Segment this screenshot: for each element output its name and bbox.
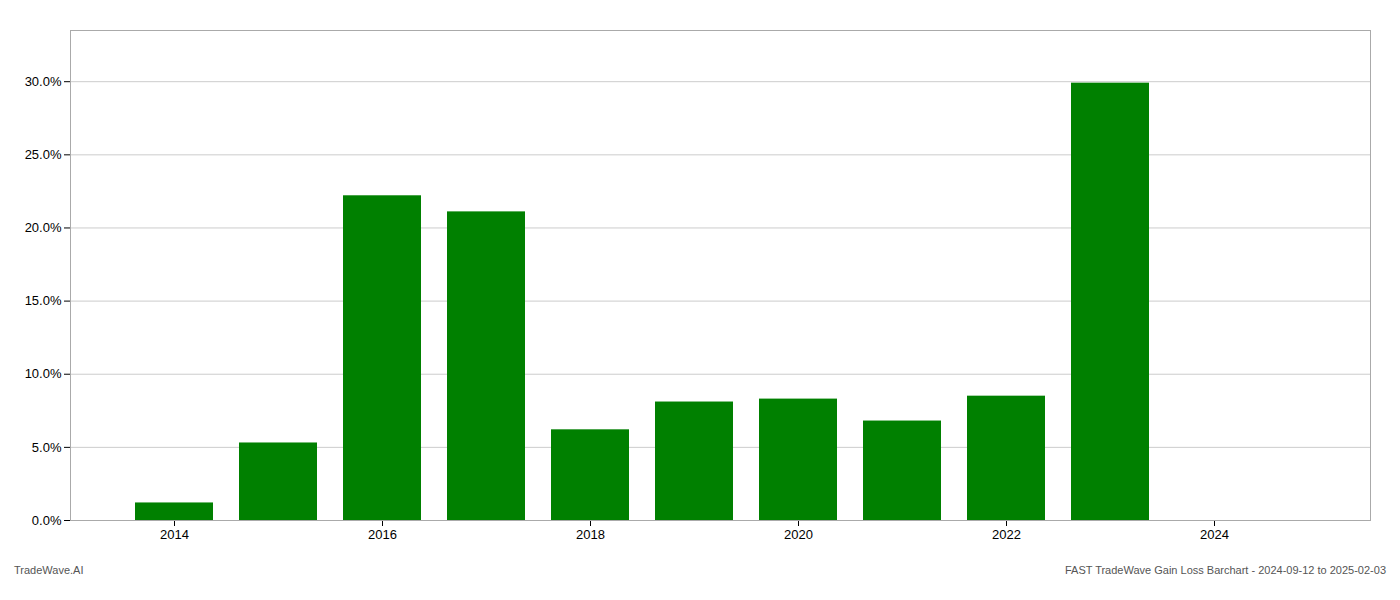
svg-text:15.0%: 15.0% [25,293,62,308]
svg-text:2014: 2014 [160,527,189,542]
svg-text:0.0%: 0.0% [32,513,62,528]
html-text:TradeWave.AI: TradeWave.AI [14,564,84,576]
svg-text:10.0%: 10.0% [25,366,62,381]
svg-text:2024: 2024 [1200,527,1229,542]
svg-text:2018: 2018 [576,527,605,542]
svg-text:30.0%: 30.0% [25,74,62,89]
svg-text:20.0%: 20.0% [25,220,62,235]
svg-text:2022: 2022 [992,527,1021,542]
svg-text:2016: 2016 [368,527,397,542]
svg-text:25.0%: 25.0% [25,147,62,162]
svg-text:2020: 2020 [784,527,813,542]
html-text:FAST TradeWave Gain Loss Barch: FAST TradeWave Gain Loss Barchart - 2024… [1065,564,1386,576]
svg-text:5.0%: 5.0% [32,440,62,455]
